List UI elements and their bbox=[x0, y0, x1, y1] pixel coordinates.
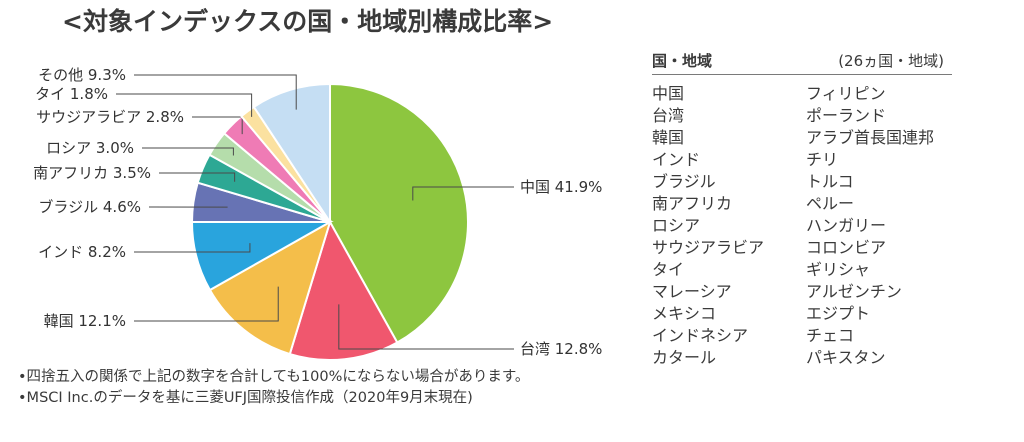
country-item: サウジアラビア bbox=[652, 238, 765, 257]
country-item: ギリシャ bbox=[806, 260, 871, 279]
leader-line bbox=[142, 147, 234, 156]
slice-label: 中国 41.9% bbox=[520, 178, 602, 196]
leader-line bbox=[338, 304, 514, 350]
country-item: 中国 bbox=[652, 84, 685, 103]
country-item: エジプト bbox=[806, 304, 871, 323]
country-item: タイ bbox=[652, 260, 685, 279]
slice-label: ブラジル 4.6% bbox=[38, 198, 141, 216]
slice-label: タイ 1.8% bbox=[35, 85, 108, 103]
leader-line bbox=[134, 74, 297, 110]
country-item: メキシコ bbox=[652, 304, 717, 323]
slice-label: 南アフリカ 3.5% bbox=[33, 164, 151, 182]
country-list-left: 中国台湾韓国インドブラジル南アフリカロシアサウジアラビア タイマレーシアメキシコイ… bbox=[652, 83, 764, 369]
leader-line bbox=[134, 243, 251, 253]
country-item: コロンビア bbox=[806, 238, 887, 257]
slice-label: 韓国 12.1% bbox=[44, 312, 126, 330]
country-item: アルゼンチン bbox=[806, 282, 902, 301]
slice-label: インド 8.2% bbox=[38, 243, 126, 261]
country-item: ポーランド bbox=[806, 106, 887, 125]
page-title: <対象インデックスの国・地域別構成比率> bbox=[62, 7, 554, 36]
country-item: カタール bbox=[652, 348, 717, 367]
country-panel: 国・地域 (26ヵ国・地域) 中国台湾韓国インドブラジル南アフリカロシアサウジア… bbox=[652, 48, 952, 367]
country-item: 韓国 bbox=[652, 128, 685, 147]
country-item: ハンガリー bbox=[806, 216, 887, 235]
country-item: 台湾 bbox=[652, 106, 685, 125]
country-item: インド bbox=[652, 150, 701, 169]
country-item: チェコ bbox=[806, 326, 855, 345]
notes: •四捨五入の関係で上記の数字を合計しても100%にならない場合があります。 •M… bbox=[18, 367, 529, 409]
country-list-right: フィリピンポーランドアラブ首長国連邦 チリトルコペルーハンガリーコロンビアギリシャ… bbox=[806, 83, 934, 369]
pie-slice bbox=[252, 82, 331, 226]
country-item: トルコ bbox=[806, 172, 854, 191]
leader-line bbox=[116, 93, 253, 117]
leader-line bbox=[134, 286, 279, 322]
note-rounding: •四捨五入の関係で上記の数字を合計しても100%にならない場合があります。 bbox=[18, 369, 530, 385]
slice-label: その他 9.3% bbox=[38, 66, 126, 84]
country-item: フィリピン bbox=[806, 84, 886, 103]
country-panel-title: 国・地域 bbox=[652, 52, 713, 70]
country-item: マレーシア bbox=[652, 282, 732, 301]
slice-label: ロシア 3.0% bbox=[46, 139, 134, 157]
leader-line bbox=[159, 172, 236, 182]
slice-label: 台湾 12.8% bbox=[520, 340, 602, 358]
country-item: ブラジル bbox=[652, 172, 716, 191]
country-item: インドネシア bbox=[652, 326, 749, 345]
country-item: アラブ首長国連邦 bbox=[806, 128, 935, 147]
note-source: •MSCI Inc.のデータを基に三菱UFJ国際投信作成（2020年9月末現在) bbox=[18, 390, 473, 406]
country-item: 南アフリカ bbox=[652, 194, 733, 213]
leader-line bbox=[412, 186, 514, 201]
country-item: ロシア bbox=[652, 216, 701, 235]
pie-slice bbox=[288, 219, 399, 361]
country-item: パキスタン bbox=[806, 348, 886, 367]
country-item: ペルー bbox=[806, 194, 855, 213]
country-item: チリ bbox=[806, 150, 839, 169]
country-panel-header: 国・地域 (26ヵ国・地域) bbox=[652, 48, 952, 75]
country-count: (26ヵ国・地域) bbox=[838, 52, 944, 70]
pie-chart: 中国 41.9% 台湾 12.8% 韓国 12.1% インド 8.2% ブラジル 4.6… bbox=[33, 66, 602, 361]
slice-label: サウジアラビア 2.8% bbox=[36, 108, 184, 126]
